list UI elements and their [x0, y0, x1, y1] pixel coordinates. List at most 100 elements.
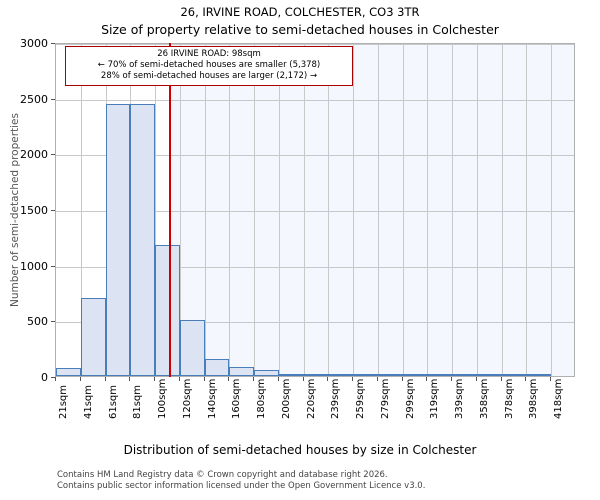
gridline-x-7 [229, 44, 231, 376]
x-tick-label-21sqm: 21sqm [58, 384, 69, 419]
x-tick-mark-13 [376, 377, 378, 381]
y-axis-title: Number of semi-detached properties [9, 113, 21, 307]
x-tick-mark-11 [327, 377, 329, 381]
x-tick-label-319sqm: 319sqm [429, 378, 441, 419]
bar-259sqm [353, 374, 378, 376]
gridline-x-13 [377, 44, 379, 376]
x-tick-mark-15 [426, 377, 428, 381]
gridline-y-2000 [56, 155, 574, 157]
x-tick-label-41sqm: 41sqm [82, 384, 94, 419]
x-tick-label-279sqm: 279sqm [379, 378, 391, 419]
x-tick-mark-5 [178, 377, 180, 381]
gridline-x-20 [551, 44, 553, 376]
x-tick-label-100sqm: 100sqm [157, 378, 169, 419]
gridline-x-9 [278, 44, 280, 376]
gridline-y-3000 [56, 44, 574, 45]
bar-398sqm [526, 374, 552, 376]
x-tick-label-160sqm: 160sqm [231, 378, 243, 419]
property-marker-line [168, 43, 171, 377]
x-tick-mark-1 [79, 377, 81, 381]
gridline-x-17 [476, 44, 478, 376]
annotation-line-3: 28% of semi-detached houses are larger (… [100, 71, 318, 81]
gridline-x-18 [501, 44, 503, 376]
bar-120sqm [179, 319, 205, 376]
x-tick-mark-18 [500, 377, 502, 381]
bar-200sqm [278, 373, 304, 376]
x-tick-label-299sqm: 299sqm [404, 378, 416, 419]
x-tick-mark-7 [228, 377, 230, 381]
x-tick-label-339sqm: 339sqm [454, 378, 466, 419]
x-tick-mark-8 [253, 377, 255, 381]
bar-21sqm [56, 368, 81, 376]
x-tick-label-358sqm: 358sqm [478, 378, 490, 419]
gridline-x-10 [303, 44, 305, 376]
x-tick-label-239sqm: 239sqm [330, 378, 342, 419]
gridline-x-4 [155, 44, 157, 376]
x-tick-mark-3 [129, 377, 131, 381]
gridline-x-8 [254, 44, 256, 376]
x-axis-title: Distribution of semi-detached houses by … [123, 443, 477, 457]
x-tick-label-81sqm: 81sqm [132, 384, 144, 419]
bar-series [56, 44, 574, 376]
x-tick-mark-2 [104, 377, 106, 381]
bar-100sqm [155, 244, 180, 376]
x-tick-mark-16 [451, 377, 453, 381]
x-tick-label-120sqm: 120sqm [181, 378, 193, 419]
x-tick-mark-14 [401, 377, 403, 381]
footer-line-2: Contains public sector information licen… [57, 480, 426, 491]
bar-140sqm [204, 358, 230, 376]
x-tick-mark-19 [525, 377, 527, 381]
gridline-y-500 [56, 322, 574, 324]
bar-61sqm [105, 104, 131, 376]
footer-line-1: Contains HM Land Registry data © Crown c… [57, 470, 388, 480]
annotation-line-1: 26 IRVINE ROAD: 98sqm [157, 49, 261, 59]
x-tick-mark-4 [154, 377, 156, 381]
chart-subtitle: Size of property relative to semi-detach… [101, 22, 499, 37]
bar-358sqm [476, 374, 502, 376]
bar-378sqm [501, 374, 527, 376]
page-title: 26, IRVINE ROAD, COLCHESTER, CO3 3TR [180, 5, 420, 19]
x-tick-mark-20 [550, 377, 552, 381]
gridline-y-2500 [56, 99, 574, 101]
bar-160sqm [229, 367, 255, 376]
gridline-x-6 [204, 44, 206, 376]
x-tick-mark-9 [277, 377, 279, 381]
bar-279sqm [377, 374, 403, 376]
bar-319sqm [427, 374, 453, 376]
bar-239sqm [328, 374, 354, 376]
bar-339sqm [452, 374, 477, 376]
gridline-x-14 [402, 44, 404, 376]
x-tick-label-140sqm: 140sqm [206, 378, 218, 419]
bar-220sqm [303, 374, 329, 376]
x-tick-label-61sqm: 61sqm [107, 384, 119, 419]
x-tick-label-200sqm: 200sqm [280, 378, 292, 419]
x-tick-label-220sqm: 220sqm [305, 378, 317, 419]
x-tick-mark-12 [352, 377, 354, 381]
x-tick-label-398sqm: 398sqm [528, 378, 540, 419]
gridline-y-1000 [56, 266, 574, 268]
title-block: 26, IRVINE ROAD, COLCHESTER, CO3 3TR Siz… [0, 4, 600, 38]
gridline-x-1 [80, 44, 82, 376]
gridline-x-15 [427, 44, 429, 376]
bar-41sqm [80, 298, 106, 376]
x-tick-label-180sqm: 180sqm [256, 378, 268, 419]
x-tick-mark-6 [203, 377, 205, 381]
x-tick-mark-10 [302, 377, 304, 381]
property-annotation-box: 26 IRVINE ROAD: 98sqm ← 70% of semi-deta… [65, 46, 353, 86]
gridline-x-11 [328, 44, 330, 376]
x-tick-mark-0 [55, 377, 56, 381]
x-tick-mark-17 [475, 377, 477, 381]
bar-299sqm [402, 374, 428, 376]
gridline-x-19 [526, 44, 528, 376]
attribution-footer: Contains HM Land Registry data © Crown c… [57, 470, 597, 491]
gridline-x-12 [353, 44, 355, 376]
gridline-x-16 [452, 44, 454, 376]
x-tick-label-259sqm: 259sqm [355, 378, 367, 419]
bar-81sqm [130, 104, 156, 376]
plot-area [55, 43, 575, 377]
gridline-y-1500 [56, 211, 574, 212]
gridline-x-5 [179, 44, 181, 376]
bar-180sqm [254, 370, 279, 376]
annotation-line-2: ← 70% of semi-detached houses are smalle… [97, 60, 321, 70]
x-tick-label-418sqm: 418sqm [553, 378, 565, 419]
